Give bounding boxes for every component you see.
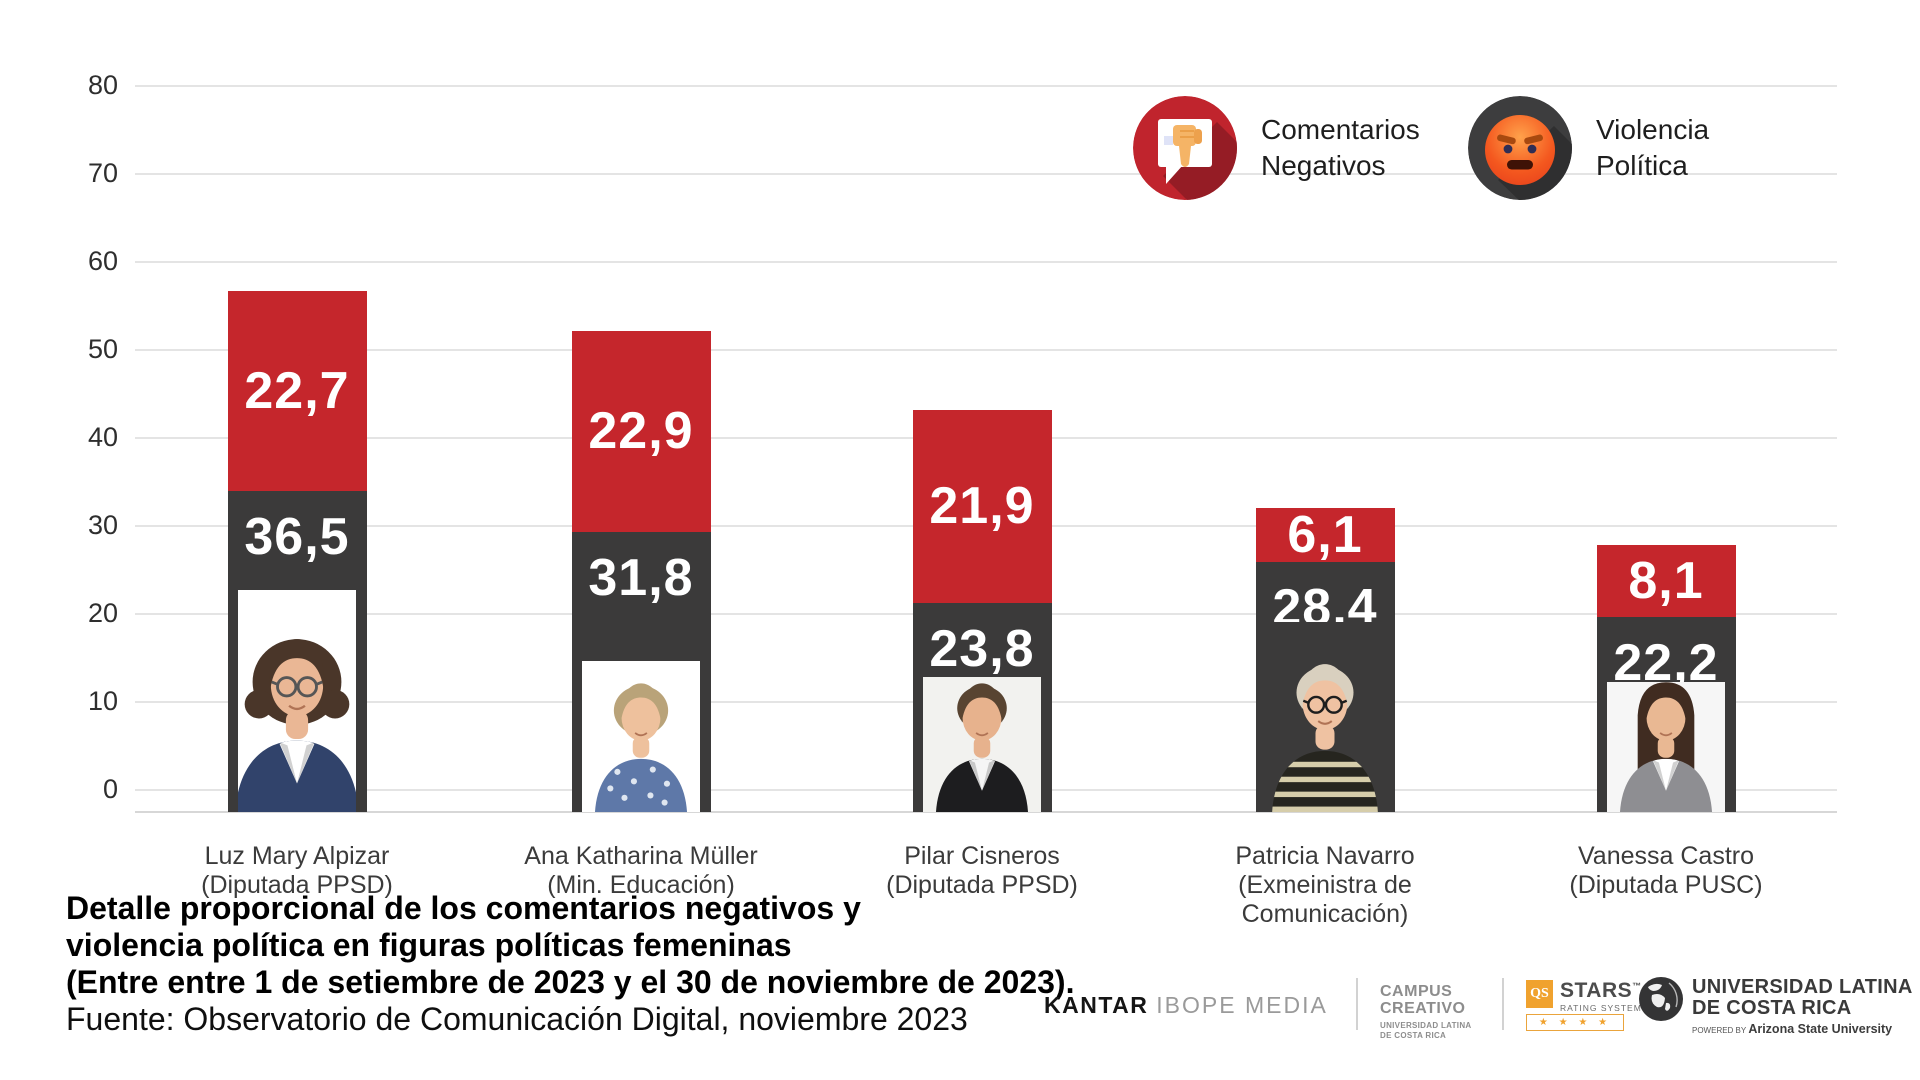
caption-block: Detalle proporcional de los comentarios … <box>66 890 1074 1038</box>
value-label-comentarios-negativos: 8,1 <box>1628 551 1704 610</box>
footer-divider <box>1502 978 1504 1030</box>
chart-title-line-3: (Entre entre 1 de setiembre de 2023 y el… <box>66 964 1075 1000</box>
thumbs-down-badge-icon <box>1133 96 1237 200</box>
y-axis-tick-40: 40 <box>87 422 118 452</box>
value-label-comentarios-negativos: 22,9 <box>588 402 694 461</box>
chart-title-line-2: violencia política en figuras políticas … <box>66 927 792 963</box>
footer-divider <box>1356 978 1358 1030</box>
category-label: Vanessa Castro (Diputada PUSC) <box>1569 842 1763 899</box>
category-label: Luz Mary Alpizar (Diputada PPSD) <box>201 842 393 899</box>
legend-label-violencia-politica: Violencia Política <box>1596 114 1710 181</box>
ul-line-1: UNIVERSIDAD LATINA <box>1692 976 1913 998</box>
bar-segment-comentarios-negativos: 22,7 <box>227 291 367 491</box>
qs-stars-text: STARS <box>1560 979 1633 1002</box>
creativo-line: CREATIVO <box>1380 1000 1466 1017</box>
value-label-violencia-politica: 23,8 <box>929 619 1035 678</box>
ul-powered-by: POWERED BY Arizona State University <box>1692 1022 1913 1036</box>
qs-stars-rating: ★ ★ ★ ★ <box>1526 1014 1624 1031</box>
y-axis-tick-20: 20 <box>87 598 118 628</box>
value-label-violencia-politica: 36,5 <box>244 507 350 566</box>
ibope-media-wordmark: IBOPE MEDIA <box>1156 992 1328 1018</box>
y-axis-tick-50: 50 <box>87 334 118 364</box>
legend-item-comentarios-negativos: Comentarios Negativos <box>1133 96 1441 200</box>
qs-logo-icon: QS <box>1526 980 1553 1008</box>
campus-line: CAMPUS <box>1380 983 1453 1000</box>
y-axis-tick-0: 0 <box>102 774 118 804</box>
campus-creativo-logo: CAMPUS CREATIVO UNIVERSIDAD LATINA DE CO… <box>1380 983 1471 1040</box>
gridline-y-60 <box>135 261 1837 263</box>
kantar-ibope-media-logo: KANTAR IBOPE MEDIA <box>1044 992 1328 1019</box>
x-axis-baseline <box>135 811 1837 813</box>
y-axis-tick-10: 10 <box>87 686 118 716</box>
angry-face-badge-icon <box>1468 96 1572 200</box>
portrait-photo <box>582 661 700 812</box>
gridline-y-80 <box>135 85 1837 87</box>
kantar-wordmark: KANTAR <box>1044 992 1149 1018</box>
category-label: Ana Katharina Müller (Min. Educación) <box>524 842 758 899</box>
value-label-violencia-politica: 31,8 <box>588 549 694 608</box>
y-axis-tick-80: 80 <box>87 70 118 100</box>
y-axis-tick-30: 30 <box>87 510 118 540</box>
portrait-photo <box>238 590 356 812</box>
y-axis-tick-70: 70 <box>87 158 118 188</box>
bar-segment-comentarios-negativos: 22,9 <box>571 330 711 533</box>
value-label-comentarios-negativos: 6,1 <box>1287 506 1363 565</box>
portrait-photo <box>1266 622 1384 812</box>
ul-line-2: DE COSTA RICA <box>1692 997 1852 1019</box>
value-label-comentarios-negativos: 21,9 <box>929 477 1035 536</box>
chart-source: Fuente: Observatorio de Comunicación Dig… <box>66 1001 968 1037</box>
chart-title-line-1: Detalle proporcional de los comentarios … <box>66 890 861 926</box>
powered-by-text: POWERED BY <box>1692 1026 1749 1035</box>
category-label: Patricia Navarro (Exmeinistra de Comunic… <box>1235 842 1415 928</box>
legend-label-comentarios-negativos: Comentarios Negativos <box>1261 114 1420 181</box>
qs-stars-wordmark: STARS™ <box>1560 979 1642 1003</box>
portrait-photo <box>923 677 1041 812</box>
portrait-photo <box>1607 682 1725 812</box>
campus-sub-1: UNIVERSIDAD LATINA <box>1380 1021 1472 1030</box>
universidad-latina-logo: UNIVERSIDAD LATINA DE COSTA RICA POWERED… <box>1692 976 1913 1037</box>
qs-rating-system-text: RATING SYSTEM <box>1560 1003 1642 1013</box>
value-label-comentarios-negativos: 22,7 <box>244 361 350 420</box>
campus-sub-2: DE COSTA RICA <box>1380 1031 1447 1040</box>
y-axis-tick-60: 60 <box>87 246 118 276</box>
legend-item-violencia-politica: Violencia Política <box>1468 96 1776 200</box>
qs-tm: ™ <box>1632 981 1642 991</box>
bar-segment-comentarios-negativos: 6,1 <box>1255 506 1395 565</box>
bar-segment-comentarios-negativos: 8,1 <box>1596 545 1736 617</box>
bar-segment-comentarios-negativos: 21,9 <box>912 409 1052 603</box>
globe-icon <box>1639 977 1683 1021</box>
gridline-y-70 <box>135 173 1837 175</box>
arizona-state-text: Arizona State University <box>1748 1022 1893 1036</box>
gridline-y-50 <box>135 349 1837 351</box>
category-label: Pilar Cisneros (Diputada PPSD) <box>886 842 1078 899</box>
